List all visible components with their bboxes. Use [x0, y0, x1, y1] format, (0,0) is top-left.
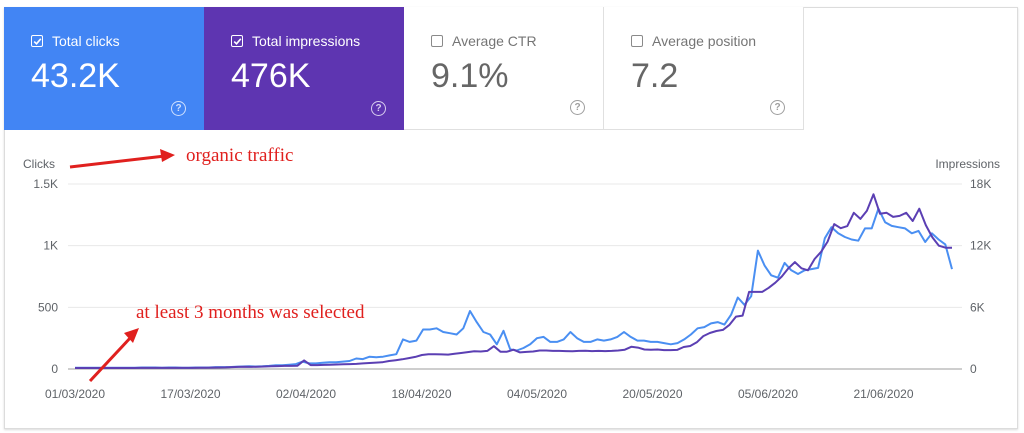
axis-ticks: 0 0 500 6K 1K 12K 1.5K 18K 01/03/2020 17/03/2020 0…: [33, 177, 991, 401]
annotation-organic-traffic: organic traffic: [186, 145, 293, 166]
metric-cards: Total clicks 43.2K ? Total impressions 4…: [4, 7, 804, 130]
help-icon[interactable]: ?: [171, 101, 186, 116]
annotation-range-selected: at least 3 months was selected: [136, 302, 365, 323]
metric-value: 7.2: [631, 57, 679, 95]
x-tick-label: 18/04/2020: [391, 387, 451, 401]
y-right-tick-label: 6K: [970, 300, 985, 314]
annotation-arrow-top: [69, 149, 175, 169]
metric-label: Total clicks: [52, 33, 120, 49]
metric-card-total-clicks[interactable]: Total clicks 43.2K ?: [4, 7, 204, 130]
chart-gridlines: [68, 183, 962, 370]
y-left-axis-title: Clicks: [23, 157, 55, 171]
y-left-tick-label: 0: [51, 362, 58, 376]
x-tick-label: 04/05/2020: [507, 387, 567, 401]
x-tick-label: 20/05/2020: [622, 387, 682, 401]
help-icon[interactable]: ?: [570, 100, 585, 115]
x-tick-label: 02/04/2020: [276, 387, 336, 401]
y-left-tick-label: 500: [38, 300, 58, 314]
y-right-tick-label: 12K: [970, 239, 991, 253]
y-left-tick-label: 1K: [43, 239, 58, 253]
checkbox-checked-icon[interactable]: [231, 35, 243, 47]
metric-card-total-impressions[interactable]: Total impressions 476K ?: [204, 7, 404, 130]
x-tick-label: 21/06/2020: [853, 387, 913, 401]
y-right-axis-title: Impressions: [935, 157, 1000, 171]
help-icon[interactable]: ?: [770, 100, 785, 115]
annotation-arrow-bottom: [88, 328, 139, 383]
metric-value: 476K: [231, 57, 311, 95]
x-tick-label: 01/03/2020: [45, 387, 105, 401]
checkbox-unchecked-icon[interactable]: [631, 35, 643, 47]
checkbox-checked-icon[interactable]: [31, 35, 43, 47]
y-right-tick-label: 18K: [970, 177, 991, 191]
metric-card-average-position[interactable]: Average position 7.2 ?: [604, 7, 804, 130]
checkbox-unchecked-icon[interactable]: [431, 35, 443, 47]
metric-value: 9.1%: [431, 57, 509, 95]
metric-card-average-ctr[interactable]: Average CTR 9.1% ?: [404, 7, 604, 130]
y-left-tick-label: 1.5K: [33, 177, 58, 191]
series-line-impressions: [75, 193, 952, 369]
x-tick-label: 17/03/2020: [160, 387, 220, 401]
metric-value: 43.2K: [31, 57, 120, 95]
help-icon[interactable]: ?: [371, 101, 386, 116]
series-lines: [75, 193, 953, 369]
x-tick-label: 05/06/2020: [738, 387, 798, 401]
metric-label: Average CTR: [452, 33, 537, 49]
y-right-tick-label: 0: [970, 362, 977, 376]
metric-label: Average position: [652, 33, 757, 49]
series-line-clicks: [75, 207, 953, 369]
metric-label: Total impressions: [252, 33, 361, 49]
